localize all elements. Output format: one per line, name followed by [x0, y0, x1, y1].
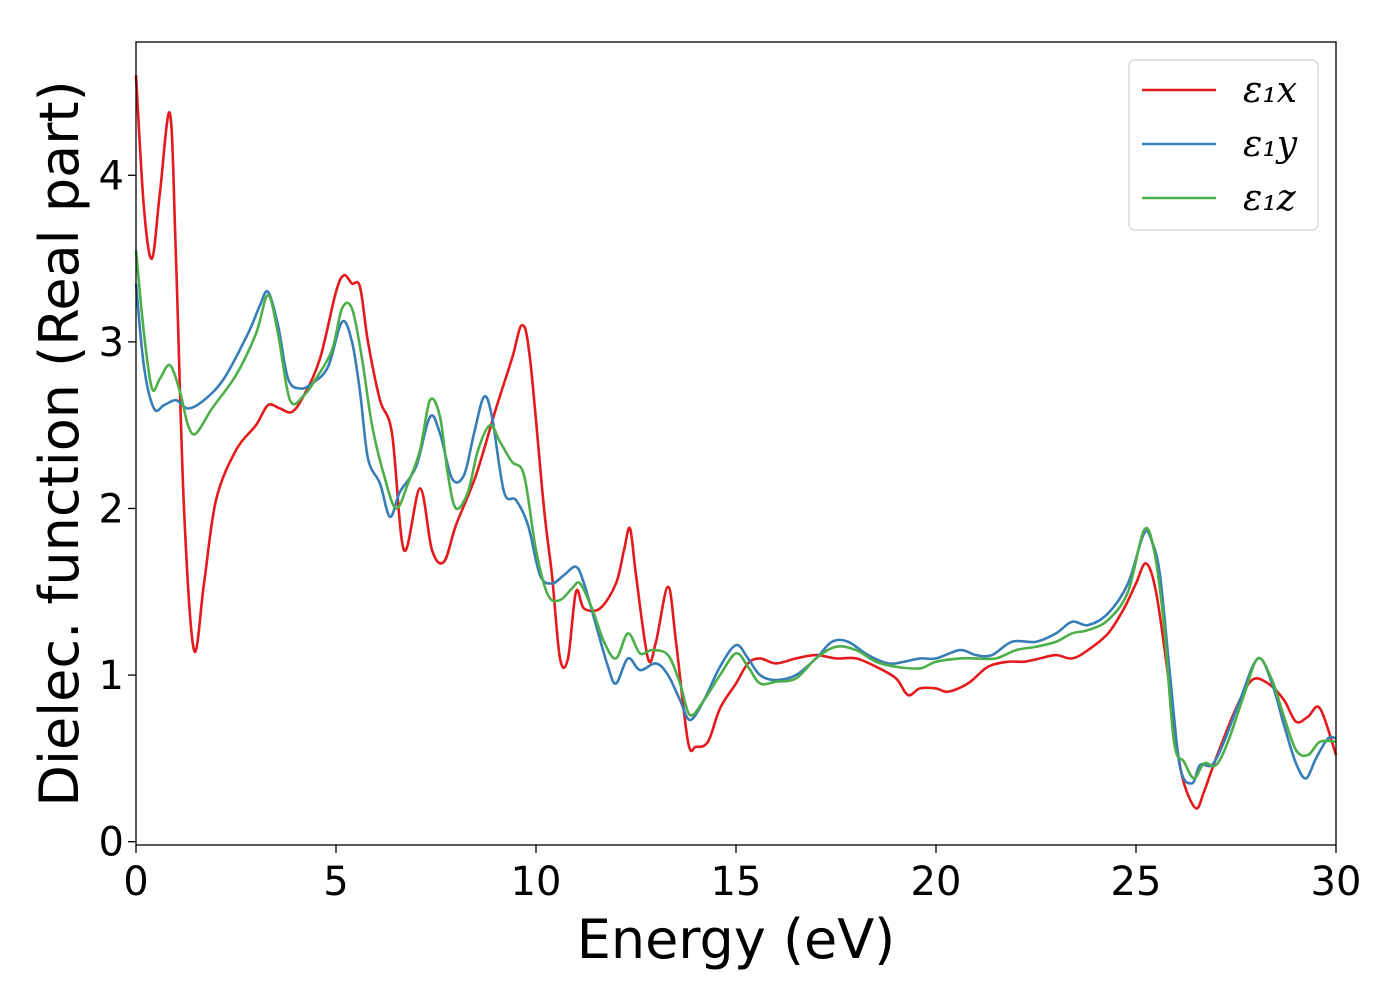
series-line-3 [136, 250, 1336, 778]
y-tick-label: 0 [99, 820, 124, 866]
y-tick-label: 3 [99, 320, 124, 366]
x-tick-label: 30 [1311, 859, 1362, 905]
x-tick-label: 10 [511, 859, 562, 905]
x-tick-label: 5 [323, 859, 348, 905]
y-tick-label: 4 [99, 153, 124, 199]
x-axis-label: Energy (eV) [577, 908, 896, 971]
legend-label-1: ε₁x [1243, 70, 1297, 111]
x-tick-label: 25 [1111, 859, 1162, 905]
legend: ε₁x ε₁y ε₁z [1129, 60, 1318, 230]
legend-label-2: ε₁y [1243, 124, 1298, 165]
y-tick-label: 1 [99, 653, 124, 699]
x-tick-label: 15 [711, 859, 762, 905]
axis-ticks: 0 5 10 15 20 25 30 0 1 2 3 4 [99, 153, 1362, 905]
legend-label-3: ε₁z [1243, 178, 1297, 219]
series-line-2 [136, 284, 1336, 784]
y-axis-label: Dielec. function (Real part) [28, 80, 91, 806]
x-tick-label: 20 [911, 859, 962, 905]
x-tick-label: 0 [123, 859, 148, 905]
y-tick-label: 2 [99, 486, 124, 532]
